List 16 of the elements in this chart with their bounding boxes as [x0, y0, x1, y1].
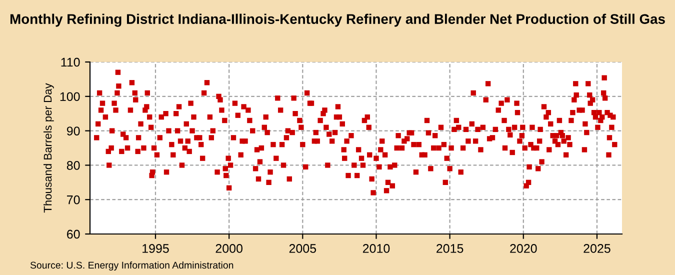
x-tick-label: 2000: [216, 244, 242, 253]
x-tick-label: 2005: [289, 244, 316, 253]
x-tick-label: 2025: [584, 244, 610, 253]
y-tick-label: 70: [67, 195, 80, 204]
x-tick-label: 2015: [436, 244, 464, 253]
y-tick-label: 80: [66, 161, 80, 170]
x-tick-label: 2010: [362, 244, 390, 253]
y-axis-title: Thousand Barrels per Day: [44, 83, 54, 213]
y-tick-label: 100: [60, 92, 80, 102]
chart-title: Monthly Refining District Indiana-Illinois-Kentucky Refinery and Blender Net Production of Still Gas: [10, 14, 665, 27]
source-note: Source: U.S. Energy Information Administration: [30, 261, 234, 271]
y-tick-label: 110: [61, 58, 80, 67]
x-tick-label: 1995: [142, 244, 169, 253]
x-tick-label: 2020: [510, 244, 537, 253]
y-tick-label: 90: [66, 126, 80, 136]
y-tick-label: 60: [67, 230, 80, 239]
